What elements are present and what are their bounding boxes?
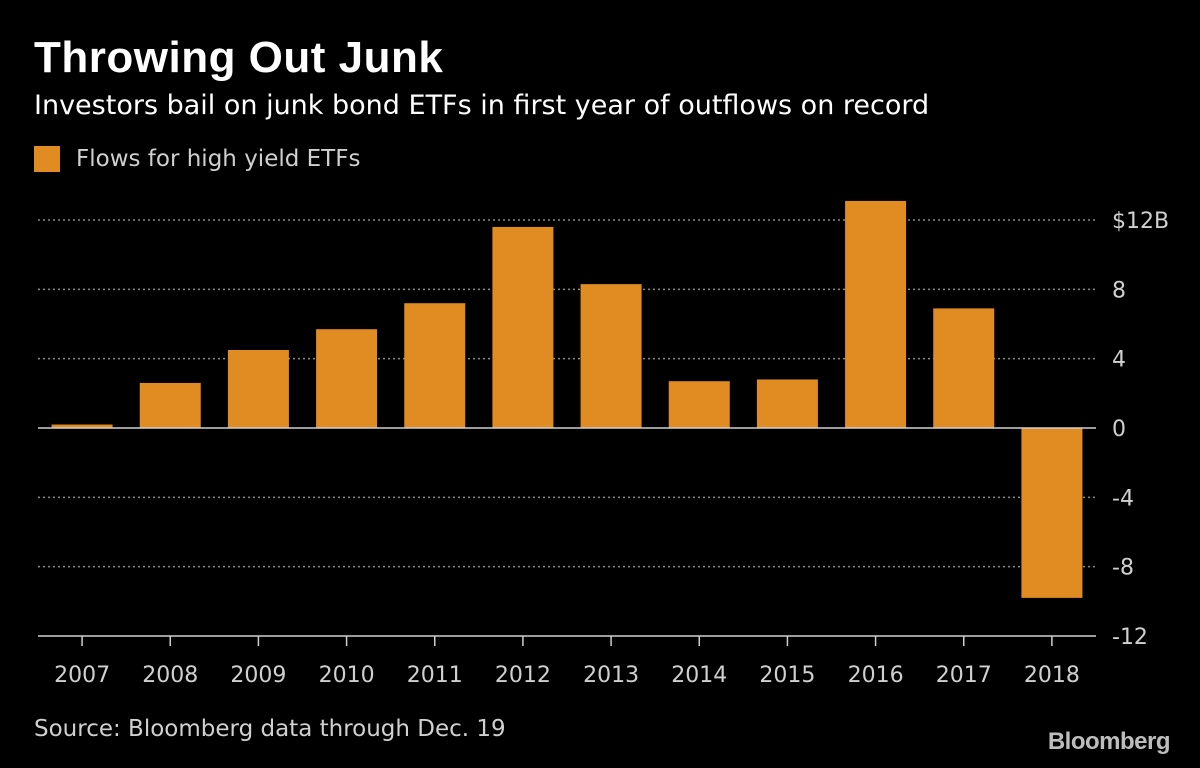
bar <box>933 308 995 428</box>
x-tick-label: 2011 <box>407 663 463 688</box>
bar <box>51 424 113 428</box>
legend-label: Flows for high yield ETFs <box>76 146 361 172</box>
x-tick-label: 2012 <box>495 663 551 688</box>
y-tick-label: 0 <box>1112 417 1126 442</box>
bar <box>845 200 907 428</box>
bar <box>756 379 818 428</box>
x-tick-label: 2014 <box>671 663 727 688</box>
x-tick-label: 2016 <box>848 663 904 688</box>
x-tick-label: 2007 <box>54 663 110 688</box>
y-tick-label: -8 <box>1112 556 1134 581</box>
chart-subtitle: Investors bail on junk bond ETFs in firs… <box>34 90 930 121</box>
x-tick-label: 2013 <box>583 663 639 688</box>
y-tick-label: -12 <box>1112 625 1148 650</box>
bar <box>492 226 554 428</box>
y-tick-label: 4 <box>1112 348 1126 373</box>
y-tick-label: 8 <box>1112 278 1126 303</box>
chart-title: Throwing Out Junk <box>34 33 444 82</box>
bar <box>139 382 201 428</box>
bar <box>580 284 642 428</box>
x-tick-label: 2017 <box>936 663 992 688</box>
bar <box>316 329 378 428</box>
bloomberg-logo: Bloomberg <box>1047 728 1171 755</box>
bar <box>668 381 730 428</box>
bar <box>1021 428 1083 598</box>
source-note: Source: Bloomberg data through Dec. 19 <box>34 716 506 742</box>
x-tick-label: 2015 <box>759 663 815 688</box>
x-tick-label: 2010 <box>319 663 375 688</box>
bar <box>227 350 289 428</box>
y-tick-label: -4 <box>1112 486 1134 511</box>
bar <box>404 303 466 428</box>
y-tick-label: $12B <box>1112 209 1169 234</box>
legend: Flows for high yield ETFs <box>34 146 360 172</box>
x-tick-label: 2008 <box>142 663 198 688</box>
legend-swatch <box>34 146 60 172</box>
x-tick-label: 2009 <box>230 663 286 688</box>
x-tick-label: 2018 <box>1024 663 1080 688</box>
